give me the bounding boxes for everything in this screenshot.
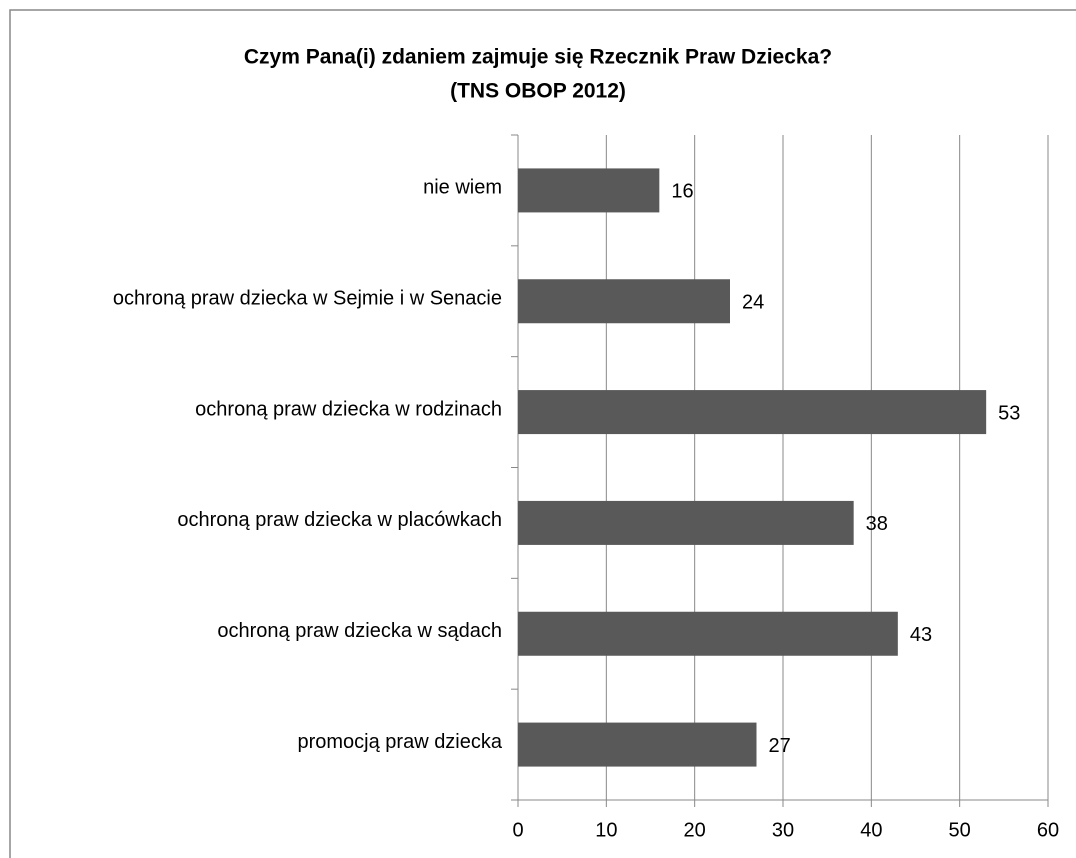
x-tick-label: 60 [1037, 819, 1059, 841]
data-label: 27 [769, 735, 791, 757]
x-tick-label: 50 [949, 819, 971, 841]
chart-title: Czym Pana(i) zdaniem zajmuje się Rzeczni… [244, 46, 832, 69]
x-tick-label: 20 [684, 819, 706, 841]
bar [518, 722, 757, 767]
x-tick-label: 30 [772, 819, 794, 841]
data-label: 16 [671, 181, 693, 203]
bar [518, 279, 730, 324]
bar [518, 168, 660, 213]
y-tick-label: ochroną praw dziecka w Sejmie i w Senaci… [113, 288, 502, 310]
x-tick-label: 0 [512, 819, 523, 841]
data-label: 53 [998, 402, 1020, 424]
chart-subtitle: (TNS OBOP 2012) [450, 80, 626, 103]
y-tick-label: ochroną praw dziecka w placówkach [177, 509, 502, 531]
bar [518, 611, 898, 656]
y-tick-label: ochroną praw dziecka w sądach [217, 620, 502, 642]
data-label: 38 [866, 513, 888, 535]
data-label: 24 [742, 292, 764, 314]
y-tick-label: ochroną praw dziecka w rodzinach [195, 398, 502, 420]
y-tick-label: nie wiem [423, 177, 502, 199]
bar [518, 500, 854, 545]
x-tick-label: 40 [860, 819, 882, 841]
x-tick-label: 10 [595, 819, 617, 841]
data-label: 43 [910, 624, 932, 646]
y-tick-label: promocją praw dziecka [297, 731, 502, 753]
bar [518, 390, 987, 435]
